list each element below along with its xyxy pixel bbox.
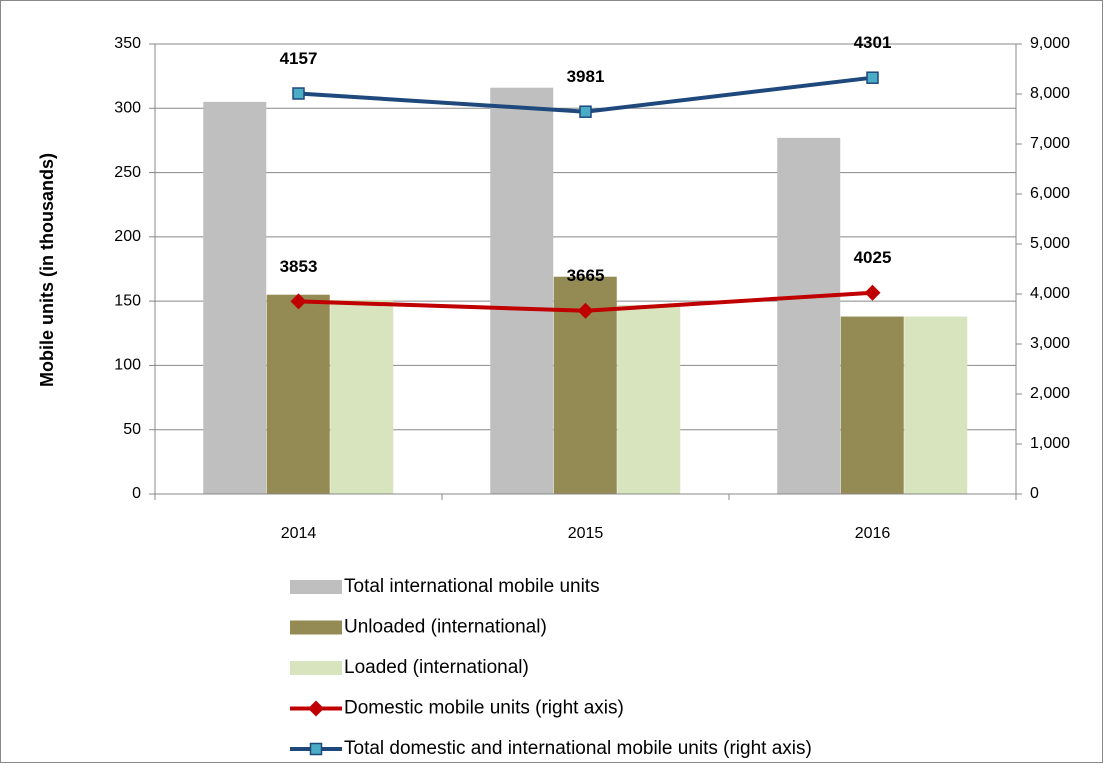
y-tick-label: 50	[123, 421, 141, 438]
y2-tick-label: 9,000	[1030, 35, 1070, 52]
bar	[840, 316, 904, 494]
bar	[330, 299, 394, 494]
y2-tick-label: 5,000	[1030, 235, 1070, 252]
line-marker	[292, 87, 305, 100]
legend-label: Total domestic and international mobile …	[344, 738, 812, 759]
x-tick-label: 2016	[855, 525, 891, 542]
legend-swatch	[290, 620, 342, 635]
data-label: 4157	[280, 49, 318, 68]
data-label: 3853	[280, 257, 318, 276]
y2-tick-label: 6,000	[1030, 185, 1070, 202]
legend-swatch	[290, 580, 342, 594]
legend-marker	[309, 742, 323, 756]
y-tick-label: 100	[114, 357, 141, 374]
legend-swatch	[290, 661, 342, 675]
legend-marker	[308, 700, 324, 717]
y2-tick-label: 7,000	[1030, 135, 1070, 152]
y-tick-label: 200	[114, 228, 141, 245]
line-marker	[577, 302, 594, 319]
y2-tick-label: 3,000	[1030, 335, 1070, 352]
x-tick-label: 2014	[281, 525, 317, 542]
data-label: 4025	[854, 248, 892, 267]
y2-tick-label: 1,000	[1030, 435, 1070, 452]
y2-tick-label: 8,000	[1030, 85, 1070, 102]
bar	[266, 294, 330, 494]
y2-tick-label: 0	[1030, 485, 1039, 502]
legend-label: Unloaded (international)	[344, 617, 547, 638]
line-marker	[866, 71, 879, 84]
line-marker	[579, 105, 592, 118]
legend-label: Loaded (international)	[344, 657, 529, 678]
data-label: 3665	[567, 266, 605, 285]
line-marker	[290, 293, 307, 310]
bar	[777, 137, 841, 494]
y-tick-label: 250	[114, 164, 141, 181]
line-marker	[864, 284, 881, 301]
y2-tick-label: 4,000	[1030, 285, 1070, 302]
bar	[904, 316, 968, 494]
data-label: 3981	[567, 67, 605, 86]
y-axis-label: Mobile units (in thousands)	[37, 153, 57, 387]
y-tick-label: 350	[114, 35, 141, 52]
bar	[203, 101, 267, 494]
y-tick-label: 150	[114, 292, 141, 309]
y2-tick-label: 2,000	[1030, 385, 1070, 402]
data-label: 4301	[854, 33, 892, 52]
y-tick-label: 300	[114, 100, 141, 117]
legend-label: Domestic mobile units (right axis)	[344, 698, 624, 719]
bar	[617, 305, 681, 494]
y-tick-label: 0	[132, 485, 141, 502]
legend-label: Total international mobile units	[344, 576, 600, 597]
x-tick-label: 2015	[568, 525, 604, 542]
bar	[490, 87, 554, 494]
